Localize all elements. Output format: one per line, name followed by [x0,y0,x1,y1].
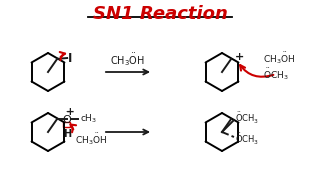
Text: $\mathregular{CH_3\ddot{O}H}$: $\mathregular{CH_3\ddot{O}H}$ [263,50,295,66]
Text: H: H [63,129,71,139]
Text: $\mathregular{\ddot{O}}$: $\mathregular{\ddot{O}}$ [62,110,72,125]
Text: $\mathregular{CH_3\ddot{O}H}$: $\mathregular{CH_3\ddot{O}H}$ [75,132,108,147]
Text: +: + [66,107,75,117]
Text: $\mathregular{\ddot{O}CH_3}$: $\mathregular{\ddot{O}CH_3}$ [263,66,289,82]
Text: $\mathregular{\ddot{O}CH_3}$: $\mathregular{\ddot{O}CH_3}$ [235,110,259,126]
Text: $\mathregular{CH_3\ddot{O}H}$: $\mathregular{CH_3\ddot{O}H}$ [110,51,145,68]
Text: $\mathregular{cH_3}$: $\mathregular{cH_3}$ [80,113,98,125]
Text: I: I [68,51,73,64]
Text: +: + [235,52,244,62]
Text: SN1 Reaction: SN1 Reaction [92,5,228,23]
Text: $\mathregular{\ddot{O}CH_3}$: $\mathregular{\ddot{O}CH_3}$ [235,131,259,147]
